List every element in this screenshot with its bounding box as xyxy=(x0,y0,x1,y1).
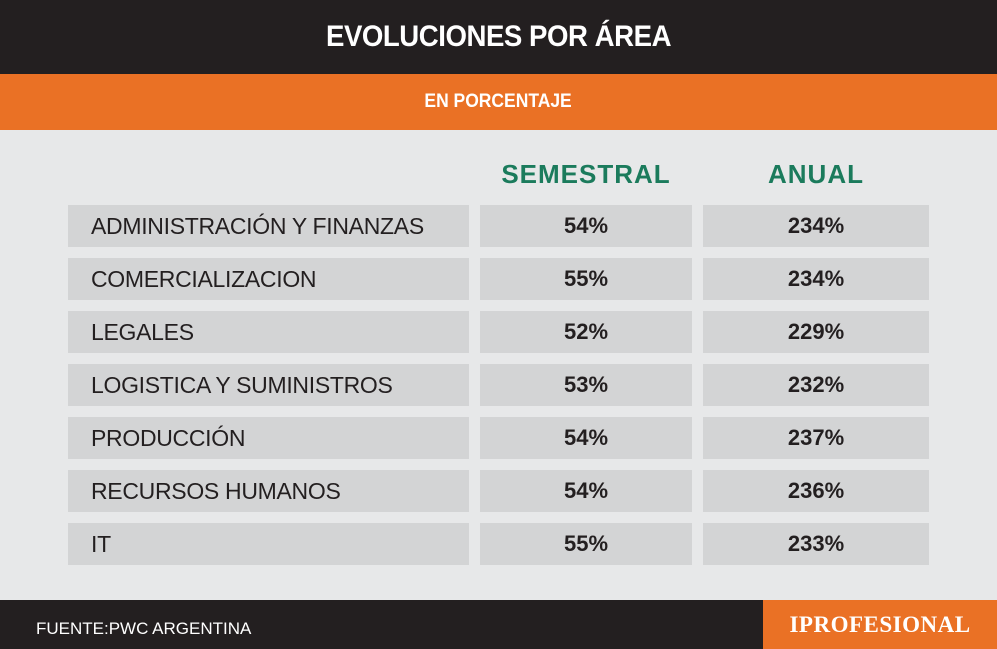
data-table: ADMINISTRACIÓN Y FINANZAS 54% 234% COMERCIA… xyxy=(68,205,929,565)
row-area-label: LOGISTICA Y SUMINISTROS xyxy=(68,364,469,406)
row-anual-value: 237% xyxy=(703,417,929,459)
footer-bar: FUENTE:PWC ARGENTINA IPROFESIONAL xyxy=(0,600,997,649)
chart-subtitle: EN PORCENTAJE xyxy=(424,91,573,112)
source-note: FUENTE:PWC ARGENTINA xyxy=(36,618,252,638)
column-header-semestral: SEMESTRAL xyxy=(501,158,671,189)
row-area-label: RECURSOS HUMANOS xyxy=(68,470,469,512)
subtitle-bar: EN PORCENTAJE xyxy=(0,74,997,130)
row-semestral-value: 54% xyxy=(480,470,692,512)
row-semestral-value: 55% xyxy=(480,523,692,565)
row-anual-value: 234% xyxy=(703,205,929,247)
row-area-label: COMERCIALIZACION xyxy=(68,258,469,300)
chart-title: EVOLUCIONES POR ÁREA xyxy=(325,20,672,53)
row-area-label: ADMINISTRACIÓN Y FINANZAS xyxy=(68,205,469,247)
row-anual-value: 232% xyxy=(703,364,929,406)
row-area-label: PRODUCCIÓN xyxy=(68,417,469,459)
row-anual-value: 236% xyxy=(703,470,929,512)
row-semestral-value: 54% xyxy=(480,417,692,459)
title-bar: EVOLUCIONES POR ÁREA xyxy=(0,0,997,74)
row-semestral-value: 55% xyxy=(480,258,692,300)
row-area-label: IT xyxy=(68,523,469,565)
column-header-anual: ANUAL xyxy=(768,158,864,189)
row-semestral-value: 53% xyxy=(480,364,692,406)
row-anual-value: 233% xyxy=(703,523,929,565)
row-semestral-value: 54% xyxy=(480,205,692,247)
row-anual-value: 234% xyxy=(703,258,929,300)
brand-logo: IPROFESIONAL xyxy=(763,600,997,649)
row-area-label: LEGALES xyxy=(68,311,469,353)
row-semestral-value: 52% xyxy=(480,311,692,353)
row-anual-value: 229% xyxy=(703,311,929,353)
